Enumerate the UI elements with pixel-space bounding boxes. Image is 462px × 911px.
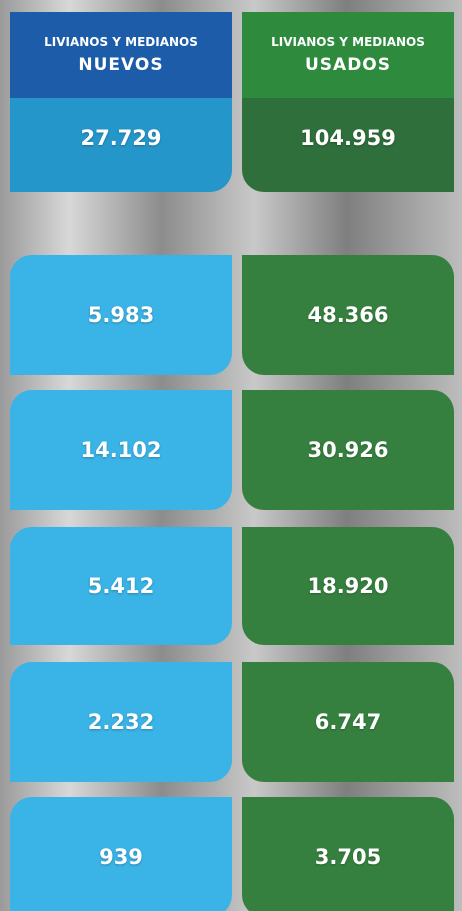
- value-tile: 5.412: [10, 527, 232, 645]
- header: USADOS: [304, 55, 391, 75]
- value: 5.412: [87, 574, 155, 598]
- header-top: LIVIANOS Y MEDIANOS: [271, 35, 425, 49]
- total-tile: 104.959: [242, 98, 454, 192]
- value-tile: 14.102: [10, 390, 232, 510]
- value: 30.926: [307, 438, 389, 462]
- value: 18.920: [307, 574, 389, 598]
- value: 2.232: [87, 710, 155, 734]
- value-tile: 939: [10, 797, 232, 911]
- value: 14.102: [80, 438, 162, 462]
- value: 939: [99, 845, 143, 869]
- column-header: LIVIANOS Y MEDIANOS USADOS: [242, 12, 454, 98]
- header: NUEVOS: [78, 55, 164, 75]
- value-tile: 6.747: [242, 662, 454, 782]
- value-tile: 18.920: [242, 527, 454, 645]
- value-tile: 5.983: [10, 255, 232, 375]
- value-tile: 2.232: [10, 662, 232, 782]
- value-tile: 30.926: [242, 390, 454, 510]
- column-header: LIVIANOS Y MEDIANOS NUEVOS: [10, 12, 232, 98]
- value: 48.366: [307, 303, 389, 327]
- total-value: 27.729: [80, 126, 162, 150]
- value: 3.705: [314, 845, 382, 869]
- value-tile: 3.705: [242, 797, 454, 911]
- total-tile: 27.729: [10, 98, 232, 192]
- total-value: 104.959: [300, 126, 396, 150]
- value: 5.983: [87, 303, 155, 327]
- value-tile: 48.366: [242, 255, 454, 375]
- value: 6.747: [314, 710, 382, 734]
- header-top: LIVIANOS Y MEDIANOS: [44, 35, 198, 49]
